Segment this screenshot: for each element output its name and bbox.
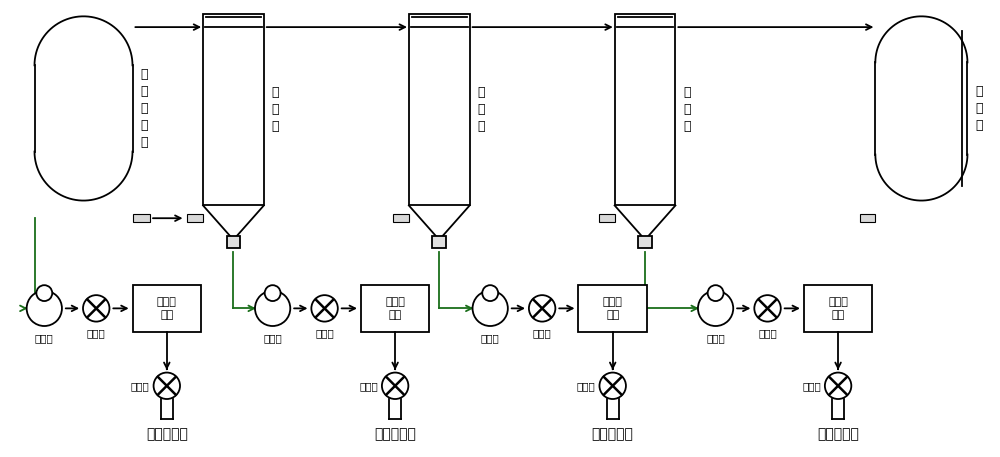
Circle shape <box>599 372 626 399</box>
Bar <box>638 236 652 248</box>
Circle shape <box>83 295 109 322</box>
Text: 流量计: 流量计 <box>263 333 282 343</box>
Circle shape <box>698 291 733 326</box>
Text: 单向阀: 单向阀 <box>131 381 150 391</box>
Text: 沼
气
发
生
罐: 沼 气 发 生 罐 <box>140 68 148 149</box>
Bar <box>132 285 201 332</box>
Bar <box>227 236 240 248</box>
Text: 单向阀: 单向阀 <box>758 329 777 338</box>
Text: 预处理
装置: 预处理 装置 <box>157 297 177 320</box>
Circle shape <box>708 285 724 301</box>
Bar <box>187 214 203 222</box>
Text: 单向阀: 单向阀 <box>359 381 378 391</box>
Text: 预处理
装置: 预处理 装置 <box>603 297 623 320</box>
Circle shape <box>154 372 180 399</box>
Bar <box>804 285 872 332</box>
Text: 脱
水
塔: 脱 水 塔 <box>272 86 279 133</box>
Text: 脱
硫
塔: 脱 硫 塔 <box>477 86 485 133</box>
Bar <box>361 285 429 332</box>
Text: 单向阀: 单向阀 <box>87 329 106 338</box>
Circle shape <box>473 291 508 326</box>
Bar <box>599 214 615 222</box>
Circle shape <box>825 372 851 399</box>
Circle shape <box>311 295 338 322</box>
Circle shape <box>255 291 290 326</box>
Circle shape <box>529 295 555 322</box>
Bar <box>132 214 150 222</box>
Bar <box>860 214 875 222</box>
Text: 单向阀: 单向阀 <box>802 381 821 391</box>
Text: 流量计: 流量计 <box>706 333 725 343</box>
Text: 单向阀: 单向阀 <box>577 381 596 391</box>
Text: 第一采样口: 第一采样口 <box>146 427 188 441</box>
Bar <box>432 236 446 248</box>
Text: 流量计: 流量计 <box>481 333 500 343</box>
Text: 脱
碳
塔: 脱 碳 塔 <box>683 86 691 133</box>
Text: 单向阀: 单向阀 <box>315 329 334 338</box>
Circle shape <box>36 285 52 301</box>
Bar <box>615 14 675 206</box>
Bar <box>578 285 647 332</box>
Circle shape <box>265 285 281 301</box>
Circle shape <box>754 295 781 322</box>
Bar <box>409 14 470 206</box>
Bar <box>393 214 409 222</box>
Text: 第三采样口: 第三采样口 <box>592 427 634 441</box>
Text: 预处理
装置: 预处理 装置 <box>828 297 848 320</box>
Text: 流量计: 流量计 <box>35 333 54 343</box>
Text: 第二采样口: 第二采样口 <box>374 427 416 441</box>
Circle shape <box>382 372 408 399</box>
Bar <box>203 14 264 206</box>
Text: 储
气
罐: 储 气 罐 <box>975 85 983 132</box>
Text: 单向阀: 单向阀 <box>533 329 552 338</box>
Text: 预处理
装置: 预处理 装置 <box>385 297 405 320</box>
Text: 第四采样口: 第四采样口 <box>817 427 859 441</box>
Circle shape <box>482 285 498 301</box>
Circle shape <box>27 291 62 326</box>
